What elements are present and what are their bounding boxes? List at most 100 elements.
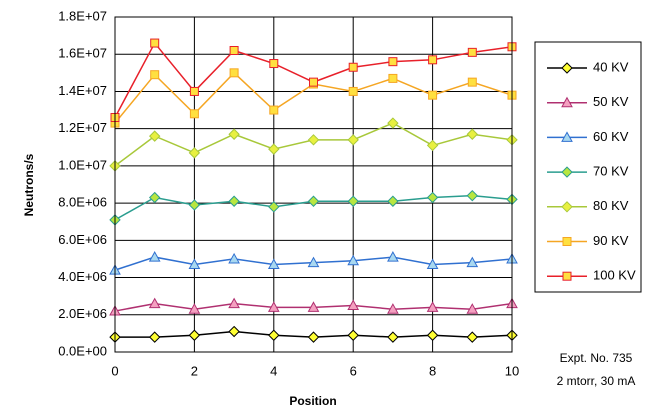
marker xyxy=(426,258,439,270)
marker xyxy=(228,195,240,207)
marker xyxy=(347,254,360,266)
marker xyxy=(562,271,572,281)
x-axis-label: Position xyxy=(289,394,336,408)
marker xyxy=(347,299,360,310)
marker xyxy=(428,90,438,100)
marker xyxy=(267,301,280,312)
marker xyxy=(561,62,573,74)
annotation: Expt. No. 735 xyxy=(560,351,633,365)
x-tick-label: 4 xyxy=(270,363,277,378)
marker xyxy=(387,195,399,207)
marker xyxy=(387,251,399,262)
y-tick-label: 0.0E+00 xyxy=(58,343,107,358)
marker xyxy=(561,131,573,142)
legend-label: 90 KV xyxy=(593,233,629,248)
marker xyxy=(229,68,239,78)
marker xyxy=(466,331,479,343)
legend-label: 70 KV xyxy=(593,164,629,179)
y-tick-label: 1.2E+07 xyxy=(58,120,107,135)
y-tick-label: 2.0E+06 xyxy=(58,306,107,321)
marker xyxy=(387,303,399,314)
legend-label: 40 KV xyxy=(593,59,629,74)
marker xyxy=(387,331,399,343)
marker xyxy=(466,256,479,268)
y-axis-label: Neutrons/s xyxy=(22,153,36,216)
marker xyxy=(269,59,279,69)
marker xyxy=(228,325,240,338)
marker xyxy=(467,77,477,87)
marker xyxy=(148,297,161,309)
marker xyxy=(307,301,320,312)
marker xyxy=(426,329,439,341)
marker xyxy=(268,329,280,341)
marker xyxy=(347,329,359,341)
marker xyxy=(561,166,573,178)
marker xyxy=(228,128,240,140)
legend-box xyxy=(534,41,642,293)
x-tick-label: 0 xyxy=(111,363,118,378)
marker xyxy=(228,252,240,264)
marker xyxy=(307,331,320,343)
marker xyxy=(307,256,320,268)
marker xyxy=(269,105,279,115)
y-tick-label: 1.8E+07 xyxy=(58,8,107,23)
legend-label: 60 KV xyxy=(593,129,629,144)
marker xyxy=(307,134,320,146)
marker xyxy=(562,237,572,246)
x-tick-label: 8 xyxy=(429,363,436,378)
marker xyxy=(188,303,201,314)
y-tick-label: 1.6E+07 xyxy=(58,46,107,61)
y-tick-label: 8.0E+06 xyxy=(58,195,107,210)
marker xyxy=(268,201,280,213)
marker xyxy=(426,139,439,152)
marker xyxy=(189,109,199,119)
marker xyxy=(188,329,201,341)
y-tick-label: 1.4E+07 xyxy=(58,83,107,98)
marker xyxy=(388,73,398,83)
marker xyxy=(148,130,161,142)
legend-label: 50 KV xyxy=(593,94,629,109)
marker xyxy=(466,128,479,140)
y-tick-label: 1.0E+07 xyxy=(58,157,107,172)
marker xyxy=(267,258,280,270)
marker xyxy=(188,258,201,270)
marker xyxy=(188,147,201,159)
marker xyxy=(347,195,359,207)
marker xyxy=(426,301,439,312)
marker xyxy=(467,47,477,57)
marker xyxy=(148,331,161,343)
y-tick-label: 4.0E+06 xyxy=(58,269,107,284)
x-tick-label: 6 xyxy=(350,363,357,378)
marker xyxy=(387,117,399,129)
marker xyxy=(228,297,240,309)
marker xyxy=(466,189,479,202)
marker xyxy=(189,86,199,96)
plot-frame xyxy=(114,16,513,353)
marker xyxy=(307,195,320,207)
legend-label: 80 KV xyxy=(593,198,629,213)
marker xyxy=(561,201,573,213)
marker xyxy=(426,191,439,204)
marker xyxy=(428,55,438,65)
marker xyxy=(347,134,359,146)
x-tick-label: 2 xyxy=(191,363,198,378)
marker xyxy=(348,62,358,72)
marker xyxy=(148,251,161,262)
marker xyxy=(561,96,573,108)
marker xyxy=(229,46,239,55)
annotation: 2 mtorr, 30 mA xyxy=(557,374,636,388)
y-tick-label: 6.0E+06 xyxy=(58,232,107,247)
marker xyxy=(150,70,160,80)
marker xyxy=(188,199,201,211)
marker xyxy=(466,303,479,314)
legend-label: 100 KV xyxy=(593,268,636,283)
marker xyxy=(348,86,358,96)
marker xyxy=(268,143,280,155)
marker xyxy=(148,191,161,204)
marker xyxy=(309,77,318,87)
marker xyxy=(388,57,398,67)
x-tick-label: 10 xyxy=(505,363,519,378)
marker xyxy=(150,38,160,48)
